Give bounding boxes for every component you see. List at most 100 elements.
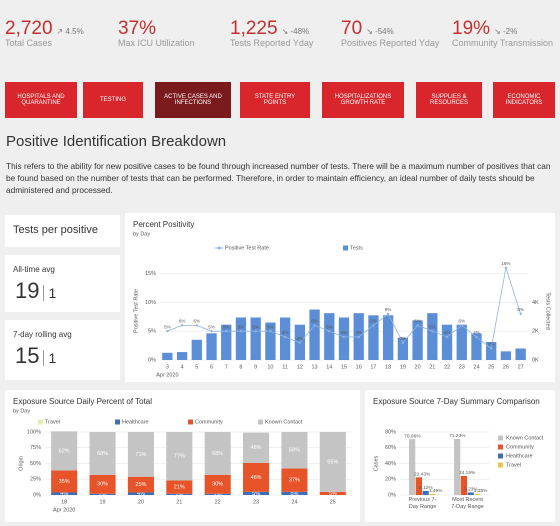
bar <box>441 324 453 360</box>
nav-button[interactable]: SUPPLIES & RESOURCES <box>416 82 482 118</box>
section-description: This refers to the ability for new posit… <box>6 161 551 195</box>
bar-segment <box>89 432 116 475</box>
x-tick-label: 23 <box>253 499 259 505</box>
x-tick-label: 9 <box>254 364 257 370</box>
data-label: 2% <box>99 492 107 498</box>
legend-swatch <box>115 419 120 425</box>
kpi-change: ↘ -54% <box>366 27 394 36</box>
nav-button[interactable]: HOSPITALS AND QUARANTINE <box>5 82 77 118</box>
legend-label: Known Contact <box>265 419 303 425</box>
stat-card: 7-day rolling avg 15 1 <box>5 320 120 380</box>
bar <box>279 317 291 360</box>
kpi-value: 19% <box>452 18 491 39</box>
point <box>269 329 272 333</box>
x-tick-label: 7 <box>225 364 228 370</box>
data-label: 6% <box>414 319 421 324</box>
legend-label: Tests <box>350 245 363 251</box>
bar <box>412 320 423 360</box>
legend-swatch <box>343 245 348 251</box>
stat-unit: 1 <box>43 285 57 301</box>
x-tick-label: 8 <box>239 364 242 370</box>
chart-title: Percent Positivity <box>133 220 194 229</box>
point <box>519 312 522 316</box>
legend-label: Healthcare <box>122 419 149 425</box>
point <box>283 335 287 339</box>
data-label: 4% <box>60 491 68 497</box>
nav-button[interactable]: HOSPITALIZATIONS GROWTH RATE <box>322 82 404 118</box>
y-tick-label: 0% <box>33 492 41 498</box>
legend-label: Healthcare <box>506 453 533 459</box>
legend-label: Travel <box>45 419 60 425</box>
y-tick-label: 5% <box>148 329 156 335</box>
bar-segment <box>281 491 308 495</box>
bar <box>474 493 481 495</box>
data-label: 5% <box>252 491 260 497</box>
bar <box>471 333 482 360</box>
bar <box>265 322 276 360</box>
data-label: 3.23% <box>464 487 478 493</box>
legend-swatch <box>498 462 503 468</box>
point <box>504 266 508 269</box>
nav-button[interactable]: STATE ENTRY POINTS <box>240 82 310 118</box>
data-label: 3% <box>400 336 407 341</box>
x-tick-label: 18 <box>61 499 67 505</box>
point <box>210 329 213 333</box>
x-tick-label-box: Previous 7-Day Range <box>409 497 437 510</box>
kpi-top: 19% ↘ -2% <box>452 18 560 40</box>
chart-title: Exposure Source Daily Percent of Total <box>13 397 152 406</box>
legend-swatch <box>188 419 193 425</box>
data-label: 5% <box>208 324 215 329</box>
bar-segment <box>127 432 154 477</box>
stat-number: 15 <box>15 343 40 368</box>
kpi-value: 2,720 <box>5 18 53 39</box>
bar <box>515 348 526 360</box>
data-label: 5% <box>429 324 436 329</box>
data-label: 4% <box>355 330 362 335</box>
point <box>475 335 478 339</box>
bar <box>429 493 436 495</box>
bar-segment <box>51 431 78 471</box>
x-tick-label: 20 <box>415 364 421 370</box>
x-tick-label: 21 <box>176 499 182 505</box>
bar-segment <box>127 492 154 495</box>
data-label: 30% <box>212 482 223 488</box>
data-label: 2% <box>214 492 222 498</box>
nav-button[interactable]: TESTING <box>83 82 143 118</box>
data-label: 68% <box>97 451 108 457</box>
bar-segment <box>281 432 308 469</box>
bar <box>250 317 261 360</box>
nav-button[interactable]: ACTIVE CASES AND INFECTIONS <box>155 82 231 118</box>
bar-segment <box>204 474 231 494</box>
point <box>431 329 434 333</box>
x-tick-label: 17 <box>370 364 376 370</box>
y-tick-label: 10% <box>145 300 156 306</box>
data-label: 25% <box>135 482 146 488</box>
data-label: 2% <box>175 492 183 498</box>
data-label: 62% <box>59 448 70 454</box>
x-tick-label: Most Recent 7-Day Range <box>451 497 484 510</box>
data-label: 6% <box>370 319 377 324</box>
data-label: 5% <box>223 324 230 329</box>
kpi-top: 1,225 ↘ -48% <box>230 18 340 40</box>
data-label: 5% <box>164 324 171 329</box>
x-tick-label: 27 <box>518 364 524 370</box>
bar <box>454 438 461 495</box>
stat-card: All-time avg 19 1 <box>5 255 120 312</box>
nav-button[interactable]: ECONOMIC INDICATORS <box>493 82 555 118</box>
x-tick-label: 19 <box>400 364 406 370</box>
point <box>195 324 198 327</box>
bar <box>397 337 409 360</box>
data-label: 5.12% <box>419 485 433 491</box>
data-label: 6% <box>459 319 466 324</box>
y-tick-label: 75% <box>30 445 41 451</box>
bar <box>368 315 379 360</box>
card: Tests per positive <box>5 215 120 247</box>
y2-tick-label: 0K <box>532 357 539 363</box>
y-tick-label: 0% <box>148 357 156 363</box>
data-label: 3% <box>297 336 304 341</box>
kpi: 1,225 ↘ -48% Tests Reported Yday <box>230 18 340 48</box>
bar-segment <box>166 480 193 494</box>
point <box>490 347 493 350</box>
y-axis-title: Cases <box>373 455 379 471</box>
